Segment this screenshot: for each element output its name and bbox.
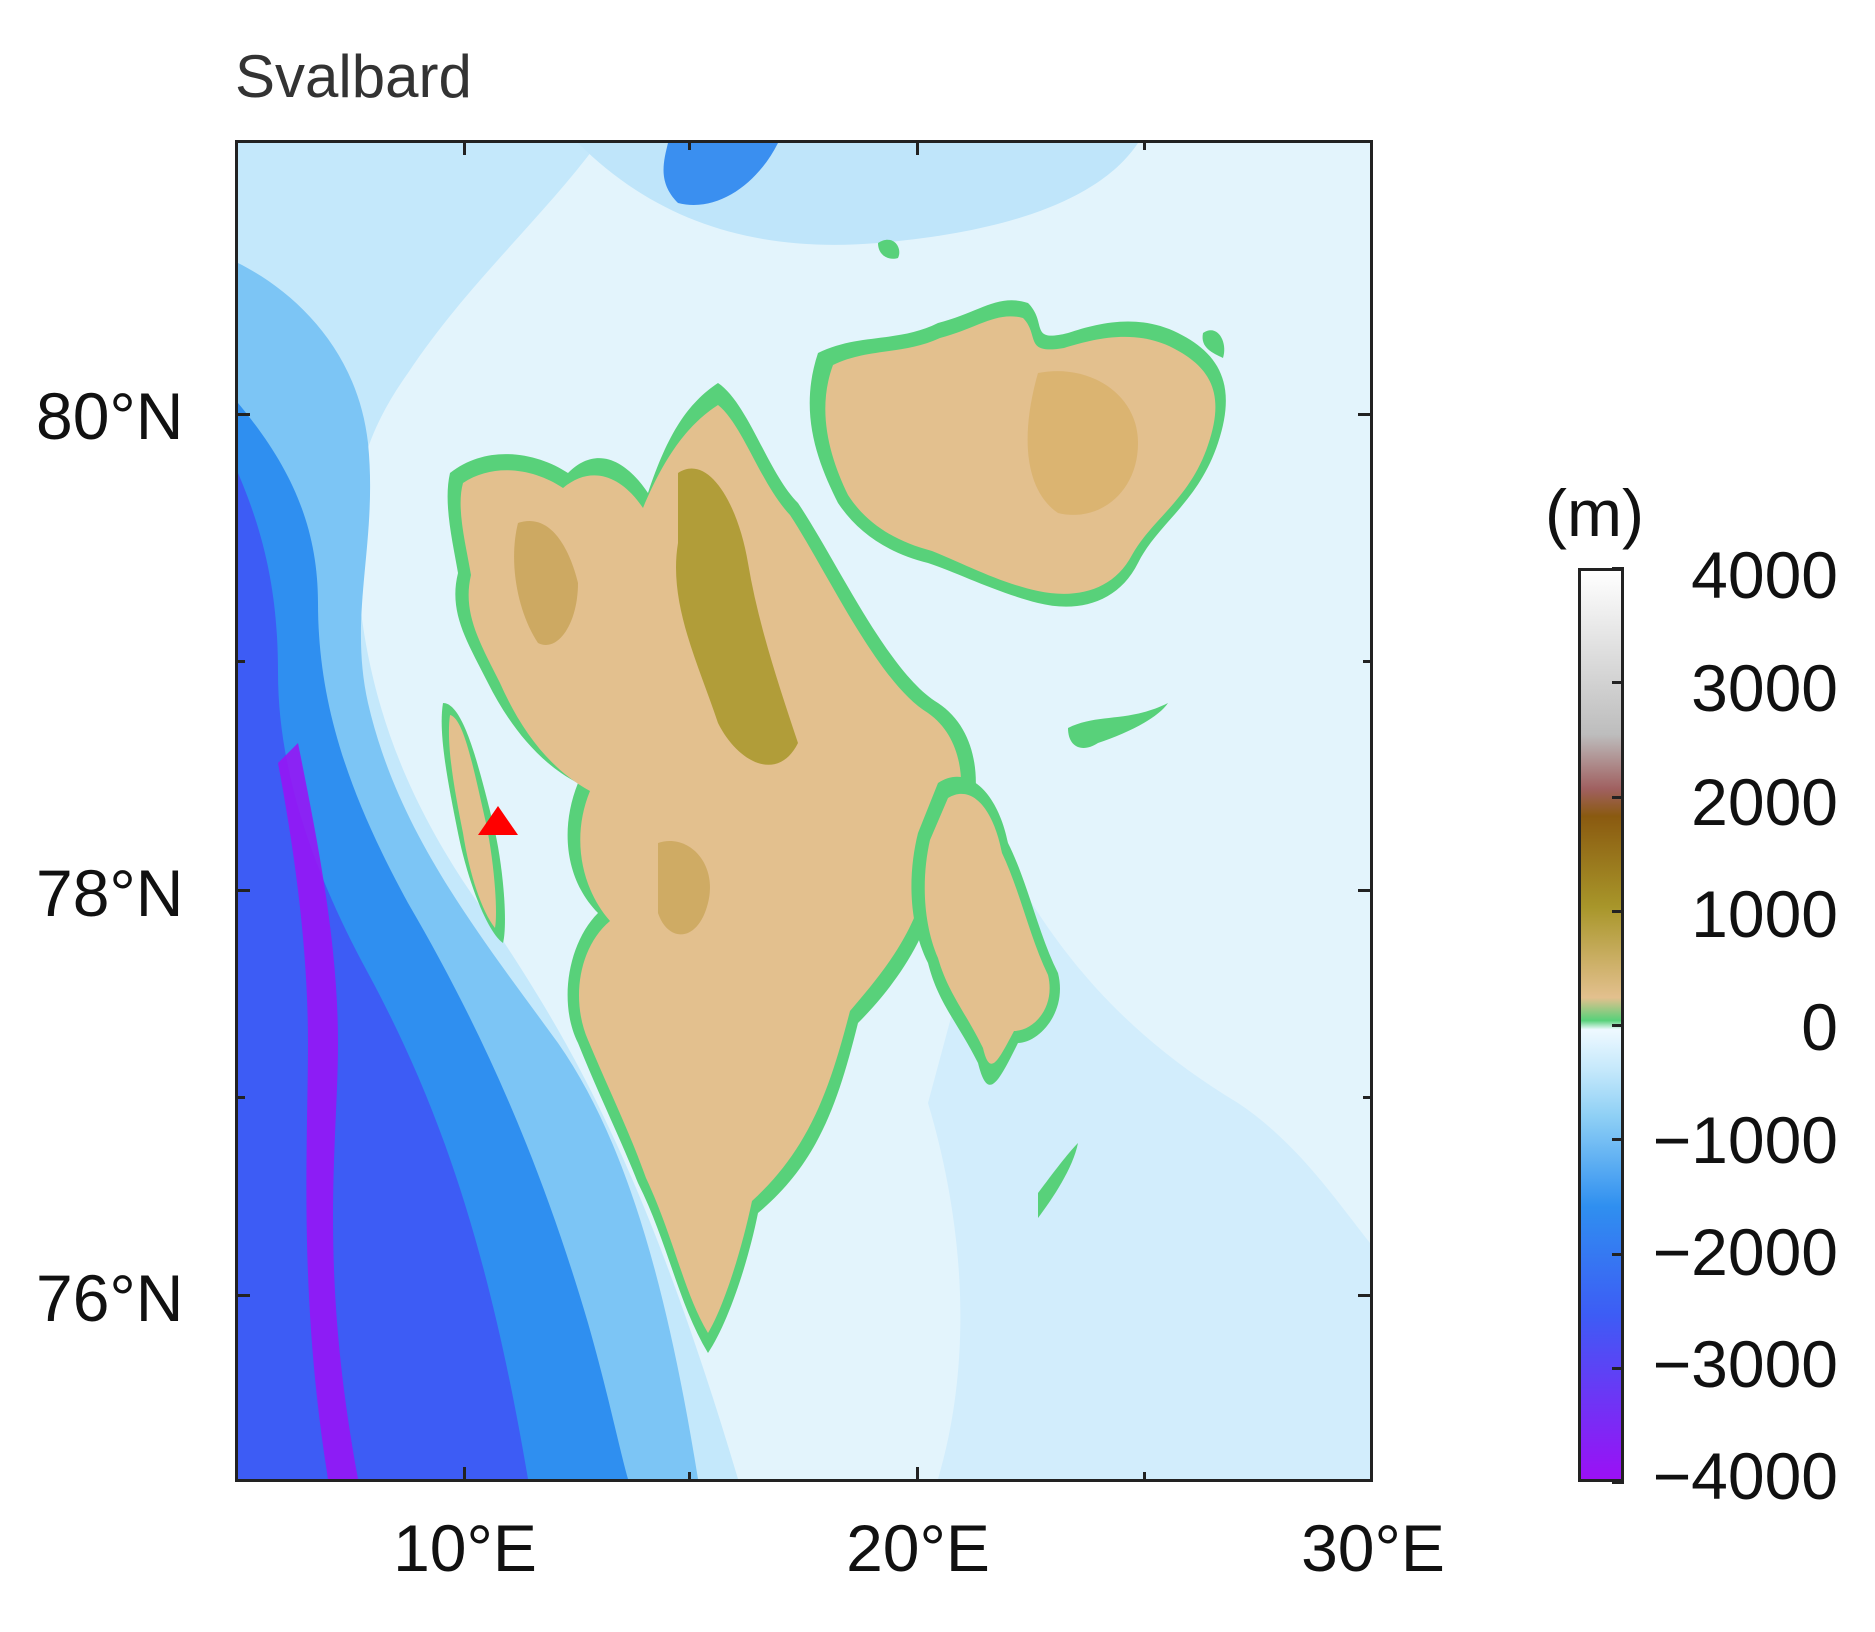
colorbar-label: 1000 — [1691, 877, 1838, 951]
station-marker — [478, 806, 518, 835]
colorbar-label: −1000 — [1652, 1103, 1838, 1177]
colorbar-tick — [1612, 1366, 1624, 1370]
y-minor-tick — [235, 660, 245, 663]
y-minor-tick — [1363, 660, 1373, 663]
lat-label-76n: 76°N — [36, 1261, 184, 1335]
elevation-map — [235, 140, 1373, 1482]
map-title: Svalbard — [235, 43, 472, 110]
x-tick — [463, 140, 466, 155]
highland-central — [676, 468, 798, 765]
y-minor-tick — [1363, 1096, 1373, 1099]
lon-label-30e: 30°E — [1301, 1511, 1445, 1585]
edgeoya-island — [911, 776, 1060, 1085]
colorbar-tick — [1612, 567, 1624, 570]
kong-karls-land — [1068, 703, 1168, 748]
colorbar-unit: (m) — [1545, 476, 1644, 550]
lat-label-78n: 78°N — [36, 856, 184, 930]
lon-label-20e: 20°E — [846, 1511, 990, 1585]
y-tick — [1358, 1294, 1373, 1297]
colorbar-tick — [1612, 681, 1624, 685]
x-tick — [916, 1467, 919, 1482]
y-tick — [235, 1294, 250, 1297]
y-tick — [1358, 413, 1373, 416]
highland-south — [658, 841, 710, 935]
colorbar-label: −3000 — [1652, 1327, 1838, 1401]
ocean-deep-north — [663, 143, 778, 205]
colorbar-label: 4000 — [1691, 538, 1838, 612]
x-minor-tick — [688, 1472, 691, 1482]
kvitoya-island — [1202, 330, 1225, 358]
y-minor-tick — [235, 1096, 245, 1099]
colorbar-label: 2000 — [1691, 765, 1838, 839]
colorbar-tick — [1612, 795, 1624, 799]
colorbar-tick — [1612, 1138, 1624, 1142]
ocean-ridge — [278, 743, 358, 1479]
colorbar-label: 0 — [1801, 990, 1838, 1064]
y-tick — [235, 413, 250, 416]
x-tick — [463, 1467, 466, 1482]
northern-islet — [878, 239, 900, 259]
colorbar-tick — [1612, 1024, 1624, 1027]
spitsbergen-island — [447, 383, 976, 1353]
nordaustlandet-island — [809, 300, 1226, 607]
colorbar-tick — [1612, 1481, 1624, 1484]
colorbar-label: −2000 — [1652, 1215, 1838, 1289]
highland-west — [514, 521, 578, 645]
lon-label-10e: 10°E — [393, 1511, 537, 1585]
colorbar — [1578, 568, 1624, 1482]
lat-label-80n: 80°N — [36, 379, 184, 453]
colorbar-tick — [1612, 1252, 1624, 1256]
x-minor-tick — [1143, 1472, 1146, 1482]
colorbar-label: 3000 — [1691, 651, 1838, 725]
colorbar-tick — [1612, 909, 1624, 913]
y-tick — [1358, 889, 1373, 892]
hopen-island — [1038, 1143, 1078, 1218]
x-minor-tick — [1143, 140, 1146, 150]
x-tick — [916, 140, 919, 155]
x-minor-tick — [688, 140, 691, 150]
y-tick — [235, 889, 250, 892]
colorbar-label: −4000 — [1652, 1439, 1838, 1513]
